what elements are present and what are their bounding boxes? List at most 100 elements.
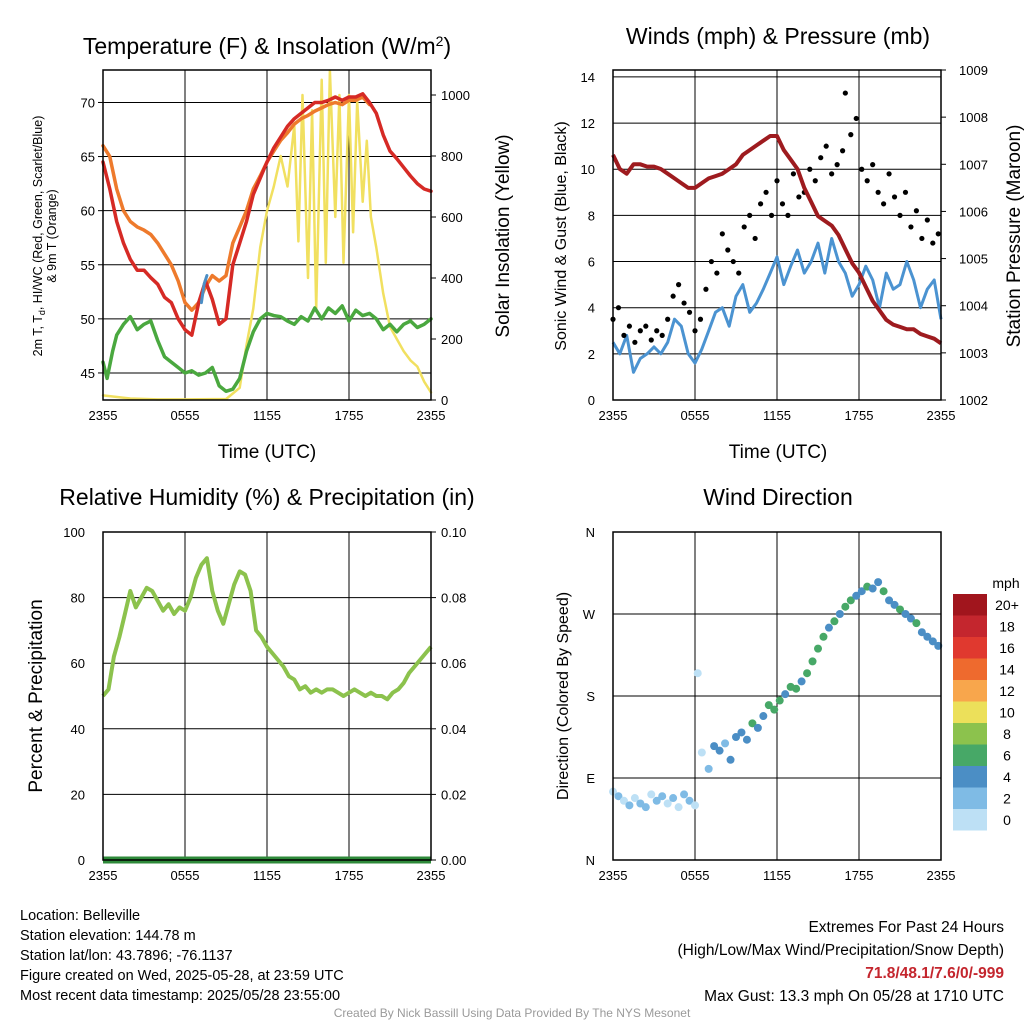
direction-point <box>625 801 634 810</box>
direction-point <box>879 587 888 596</box>
gust-point <box>774 178 780 184</box>
y-right-tick-label: 0.00 <box>441 853 466 868</box>
gust-point <box>902 189 909 195</box>
y-left-tick-label: 12 <box>581 116 595 131</box>
gust-point <box>853 115 859 122</box>
legend-label: 2 <box>1003 791 1011 807</box>
y-left-tick-label: 8 <box>588 208 595 223</box>
gust-point <box>779 201 786 207</box>
gust-point <box>829 171 835 177</box>
gust-point <box>648 337 654 343</box>
gust-point <box>697 316 704 322</box>
legend-swatch <box>953 594 987 616</box>
direction-point <box>797 677 806 686</box>
y-tick-label: W <box>583 607 596 622</box>
plot-border <box>612 531 942 861</box>
y-right-tick-label: 800 <box>441 149 463 164</box>
legend-swatch <box>953 615 987 637</box>
x-tick-label: 2355 <box>927 868 956 883</box>
gust-point <box>659 332 665 338</box>
y-right-tick-label: 1003 <box>959 346 988 361</box>
direction-point <box>923 632 932 641</box>
direction-point <box>874 578 883 587</box>
x-tick-label: 2355 <box>927 408 956 423</box>
direction-point <box>669 794 678 803</box>
gust-point <box>812 178 818 184</box>
direction-chart: 2355 0555 1155 1755 2355 N E S W N <box>583 525 956 883</box>
x-tick-label: 1755 <box>335 868 364 883</box>
y-right-tick-label: 200 <box>441 332 463 347</box>
direction-point <box>808 657 817 666</box>
x-tick-label: 0555 <box>681 868 710 883</box>
direction-point <box>759 712 768 721</box>
y-left-tick-label: 14 <box>581 70 595 85</box>
legend-swatch <box>953 723 987 745</box>
direction-point <box>781 690 790 699</box>
gust-point <box>676 282 682 288</box>
direction-point <box>726 755 735 764</box>
gust-point <box>714 270 720 276</box>
gust-point <box>891 194 898 200</box>
direction-point <box>885 596 894 605</box>
direction-point <box>685 796 694 805</box>
gust-point <box>626 323 633 329</box>
gust-point <box>730 258 736 265</box>
gust-point <box>665 316 671 322</box>
temperature-ylabel-left: 2m T, Td, HI/WC (Red, Green, Scarlet/Blu… <box>31 116 47 357</box>
gust-point <box>632 339 638 345</box>
gust-point <box>736 270 742 276</box>
y-left-tick-label: 0 <box>588 393 595 408</box>
legend-label: 0 <box>1003 812 1011 828</box>
figure-created: Figure created on Wed, 2025-05-28, at 23… <box>20 968 344 984</box>
direction-point <box>764 701 773 710</box>
x-tick-label: 0555 <box>171 408 200 423</box>
legend-label: 20+ <box>995 597 1019 613</box>
y-right-tick-label: 0.02 <box>441 787 466 802</box>
gust-point <box>741 224 747 230</box>
gust-point <box>703 286 709 292</box>
y-left-tick-label: 55 <box>81 258 95 273</box>
max-gust: Max Gust: 13.3 mph On 05/28 at 1710 UTC <box>704 988 1004 1005</box>
station-info: Location: Belleville Station elevation: … <box>20 906 344 1006</box>
y-right-tick-label: 1005 <box>959 252 988 267</box>
gust-point <box>796 194 802 200</box>
y-left-tick-label: 4 <box>588 301 595 316</box>
y-left-tick-label: 70 <box>81 95 95 110</box>
direction-point <box>852 591 861 600</box>
gust-point <box>758 201 764 207</box>
x-tick-label: 0555 <box>681 408 710 423</box>
legend-swatch <box>953 701 987 723</box>
direction-point <box>663 799 672 808</box>
direction-point <box>630 794 639 803</box>
direction-point <box>775 696 784 705</box>
legend-label: 6 <box>1003 748 1011 764</box>
direction-point <box>753 723 762 732</box>
direction-ylabel-left: Direction (Colored By Speed) <box>555 592 572 800</box>
gust-point <box>643 323 649 329</box>
y-left-tick-label: 80 <box>71 591 85 606</box>
x-tick-label: 2355 <box>417 868 446 883</box>
direction-point <box>792 684 801 693</box>
y-left-tick-label: 10 <box>581 162 595 177</box>
wind-speed-line <box>611 237 943 374</box>
extremes-subtitle: (High/Low/Max Wind/Precipitation/Snow De… <box>677 942 1005 959</box>
gust-point <box>834 162 840 168</box>
gust-point <box>881 201 887 207</box>
recent-timestamp: Most recent data timestamp: 2025/05/28 2… <box>20 988 341 1004</box>
x-tick-label: 1155 <box>253 868 281 883</box>
y-right-tick-label: 1008 <box>959 110 988 125</box>
gust-point <box>823 143 829 149</box>
x-tick-label: 0555 <box>171 868 200 883</box>
y-right-tick-label: 0.04 <box>441 722 466 737</box>
gust-point <box>935 231 941 237</box>
gust-point <box>763 189 769 195</box>
plot-border <box>102 69 432 401</box>
y-left-tick-label: 40 <box>71 722 85 737</box>
x-tick-label: 1155 <box>763 868 791 883</box>
gust-point <box>790 171 797 177</box>
legend-label: 8 <box>1003 726 1011 742</box>
gust-point <box>807 166 813 172</box>
gust-point <box>908 224 914 230</box>
humidity-chart: 2355 0555 1155 1755 2355 0 20 40 60 80 100 0.00 0.02… <box>63 525 466 883</box>
y-left-tick-label: 2 <box>588 347 595 362</box>
